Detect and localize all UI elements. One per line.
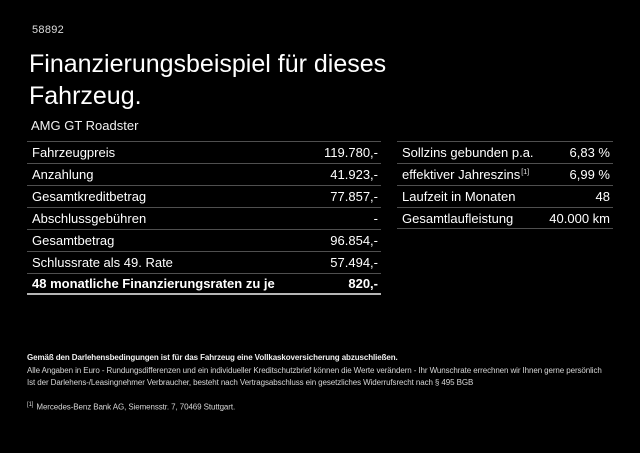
fine-print: Gemäß den Darlehensbedingungen ist für d… (27, 352, 633, 414)
bank-footnote: [1] Mercedes-Benz Bank AG, Siemensstr. 7,… (27, 399, 633, 414)
row-label: Fahrzeugpreis (32, 145, 116, 160)
page-title-line2: Fahrzeug. (29, 82, 142, 110)
table-row: Gesamtkreditbetrag 77.857,- (27, 185, 381, 207)
financing-table: Fahrzeugpreis 119.780,- Anzahlung 41.923… (27, 141, 381, 295)
bank-footnote-text: Mercedes-Benz Bank AG, Siemensstr. 7, 70… (36, 402, 236, 412)
ref-number: 58892 (32, 24, 65, 36)
table-row: Schlussrate als 49. Rate 57.494,- (27, 251, 381, 273)
table-row: Anzahlung 41.923,- (27, 163, 381, 185)
table-row-total: 48 monatliche Finanzierungsraten zu je 8… (27, 273, 381, 295)
table-row: Laufzeit in Monaten 48 (397, 185, 613, 207)
row-label-text: effektiver Jahreszins (402, 167, 521, 182)
table-row: effektiver Jahreszins[1] 6,99 % (397, 163, 613, 185)
conditions-table: Sollzins gebunden p.a. 6,83 % effektiver… (397, 141, 613, 229)
insurance-note: Gemäß den Darlehensbedingungen ist für d… (27, 353, 398, 362)
row-value: 96.854,- (330, 233, 378, 248)
row-label: Abschlussgebühren (32, 211, 147, 226)
row-value: 41.923,- (330, 167, 378, 182)
table-row: Abschlussgebühren - (27, 207, 381, 229)
table-row: Sollzins gebunden p.a. 6,83 % (397, 141, 613, 163)
row-label: Sollzins gebunden p.a. (402, 145, 534, 160)
row-label: Anzahlung (32, 167, 94, 182)
row-value: 6,83 % (569, 145, 610, 160)
row-value: 820,- (348, 276, 378, 291)
page-title: Finanzierungsbeispiel für dieses Fahrzeu… (29, 48, 386, 112)
table-row: Gesamtlaufleistung 40.000 km (397, 207, 613, 229)
row-label: effektiver Jahreszins[1] (402, 167, 529, 182)
row-label: Gesamtbetrag (32, 233, 115, 248)
withdrawal-note: Ist der Darlehens-/Leasingnehmer Verbrau… (27, 378, 474, 387)
footnote-marker: [1] (27, 401, 34, 408)
row-value: 40.000 km (549, 210, 610, 226)
row-value: 119.780,- (324, 145, 378, 160)
table-row: Fahrzeugpreis 119.780,- (27, 141, 381, 163)
row-value: 6,99 % (569, 167, 610, 182)
row-value: - (373, 211, 378, 226)
row-label: Gesamtlaufleistung (402, 210, 514, 226)
row-value: 77.857,- (330, 189, 378, 204)
page-title-line1: Finanzierungsbeispiel für dieses (29, 50, 387, 78)
disclaimer-note: Alle Angaben in Euro - Rundungsdifferenz… (27, 365, 602, 375)
row-label: Gesamtkreditbetrag (32, 189, 147, 204)
footnote-marker: [1] (521, 168, 530, 176)
row-value: 48 (595, 189, 610, 204)
row-value: 57.494,- (330, 255, 378, 270)
row-label: Schlussrate als 49. Rate (32, 255, 173, 270)
vehicle-model: AMG GT Roadster (31, 118, 139, 133)
row-label: Laufzeit in Monaten (402, 189, 516, 204)
table-row: Gesamtbetrag 96.854,- (27, 229, 381, 251)
row-label: 48 monatliche Finanzierungsraten zu je (32, 276, 275, 291)
